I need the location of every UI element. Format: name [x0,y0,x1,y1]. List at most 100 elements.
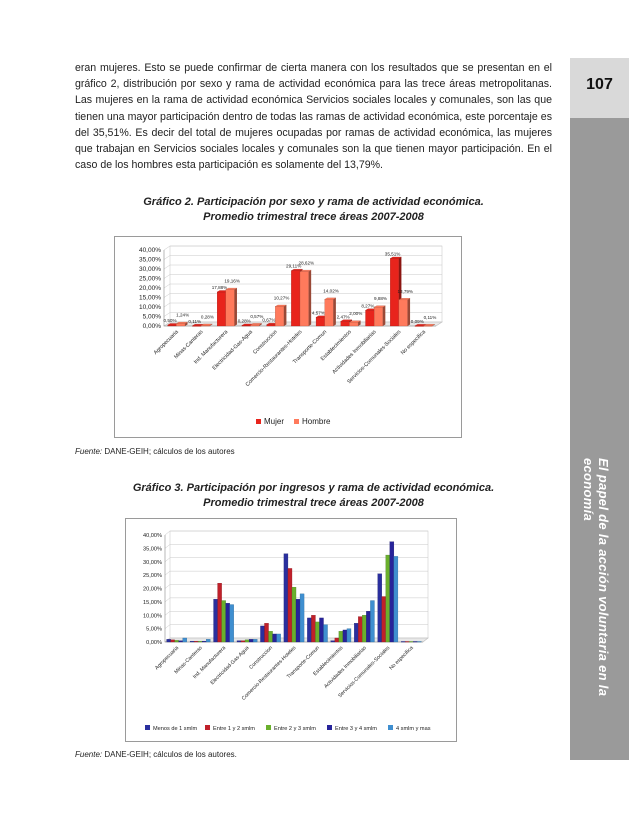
data-label: 2,00% [349,311,362,316]
figure3-caption-line2: Promedio trimestral trece áreas 2007-200… [203,496,424,509]
y-tick-label: 0,00% [143,323,162,330]
data-label: 0,28% [238,318,251,323]
bar [272,633,277,643]
bar [295,599,301,643]
bar [366,611,371,643]
legend-swatch [327,725,332,730]
gridline-side [163,255,171,260]
bar [324,299,334,327]
bar [252,639,258,643]
bar [315,317,325,327]
bar [250,324,260,327]
bar [338,631,344,643]
bar [229,604,234,643]
bar [413,641,418,643]
gridline-side [164,624,171,629]
chart-2: 0,00% 5,00% 10,00% 15,00% 20,00% 25,00% 30,00%… [125,518,457,742]
bar [225,289,235,327]
bar [217,291,226,327]
bar [198,641,203,643]
data-label: 17,88% [212,285,228,290]
bar [370,600,375,643]
y-tick-label: 30,00% [139,266,161,273]
bar-side [407,298,411,326]
gridline-side [164,611,171,616]
figure2-source: Fuente: DANE-GEIH; cálculos de los autor… [75,447,235,456]
bar [221,600,226,643]
bar [166,639,171,643]
bar [389,541,395,643]
bar [340,321,350,327]
bar [358,616,363,643]
bar [217,583,222,643]
gridline-side [164,584,171,589]
legend-swatch [266,725,271,730]
legend-swatch [145,725,150,730]
data-label: 0,67% [262,318,275,323]
gridline-side [163,312,171,317]
data-label: 4,57% [312,310,325,315]
bar [417,641,422,643]
bar-side [333,297,336,326]
bar [291,270,301,327]
bar [213,599,218,643]
gridline-side [164,544,171,549]
bar [268,631,273,643]
data-label: 35,51% [385,252,401,257]
bar [405,641,410,643]
bar [409,641,414,643]
data-label: 10,27% [274,295,290,300]
y-tick-label: 25,00% [143,573,162,579]
gridline-side [164,597,171,603]
figure2-caption-line2: Promedio trimestral trece áreas 2007-200… [203,210,424,223]
y-tick-label: 40,00% [143,533,162,539]
bar [170,639,175,643]
y-tick-label: 10,00% [139,304,161,311]
legend-label: Hombre [302,417,331,426]
bar-side [185,322,188,326]
legend-swatch [388,725,393,730]
gridline-side [163,264,171,270]
y-tick-label: 30,00% [143,560,162,566]
data-label: 28,62% [299,261,315,266]
figure3-source-text: DANE-GEIH; cálculos de los autores. [102,750,237,759]
y-tick-label: 35,00% [139,257,161,264]
bar [323,624,328,643]
bar [202,641,207,643]
bar [287,568,293,643]
figure3-source-label: Fuente: [75,750,103,759]
data-label: 0,11% [188,319,201,324]
y-tick-label: 0,00% [146,640,162,646]
bar [266,324,276,327]
y-tick-label: 40,00% [139,247,161,254]
data-label: 8,27% [361,303,374,308]
figure3-caption-line1: Gráfico 3. Participación por ingresos y … [132,482,495,494]
body-paragraph: eran mujeres. Esto se puede confirmar de… [75,62,552,172]
legend-label: Entre 3 y 4 smlm [335,726,377,732]
bar-side [358,320,361,326]
bar [182,637,187,643]
bar [362,615,367,643]
gridline-side [163,274,171,279]
bar [381,596,386,643]
data-label: 0,57% [250,314,263,319]
legend-label: 4 smlm y mas [396,726,431,732]
chart1-svg: 0,00% 5,00% 10,00% 15,00% 20,00% 25,00% 30,00%… [114,236,462,438]
bar [225,603,230,643]
bar-side [432,324,435,326]
bar-top [250,323,263,326]
chart2-svg: 0,00% 5,00% 10,00% 15,00% 20,00% 25,00% 30,00%… [125,518,457,742]
bar [276,633,281,643]
bar [374,307,383,327]
bar [315,621,320,643]
bar [319,617,324,643]
legend-label: Entre 2 y 3 smlm [274,726,316,732]
figure2-source-label: Fuente: [75,447,103,456]
bar [354,623,359,643]
bar-side [209,323,213,326]
chart-1: 0,00% 5,00% 10,00% 15,00% 20,00% 25,00% 30,00%… [114,236,462,438]
y-tick-label: 15,00% [143,600,162,606]
bar [330,640,336,643]
bar [275,306,285,327]
bar [206,639,211,643]
